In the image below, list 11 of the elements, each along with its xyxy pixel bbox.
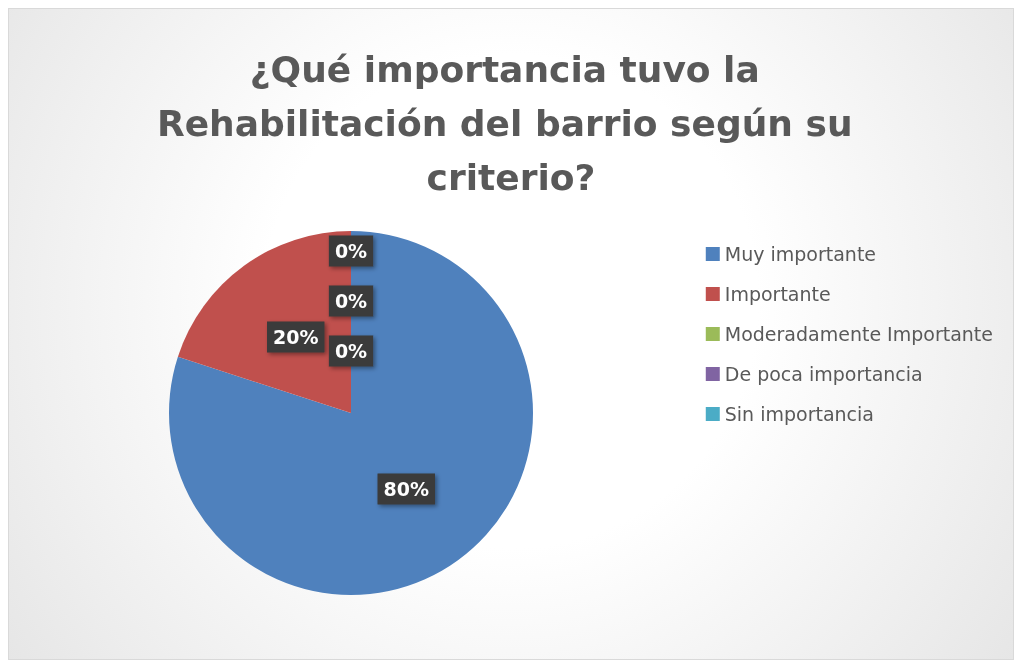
chart-title: ¿Qué importancia tuvo la Rehabilitación del barrio según su criterio? (156, 48, 866, 198)
legend-label: Moderadamente Importante (724, 323, 994, 345)
text: 0% (334, 290, 368, 312)
data-label: 80% (383, 478, 429, 501)
text: 0% (334, 340, 368, 362)
text: 0% (334, 240, 368, 262)
legend-label: Muy importante (724, 243, 877, 265)
legend-label: Sin importancia (724, 403, 874, 425)
legend-label: Importante (724, 283, 831, 305)
legend-label: De poca importancia (724, 363, 923, 385)
data-label: 20% (273, 325, 319, 348)
